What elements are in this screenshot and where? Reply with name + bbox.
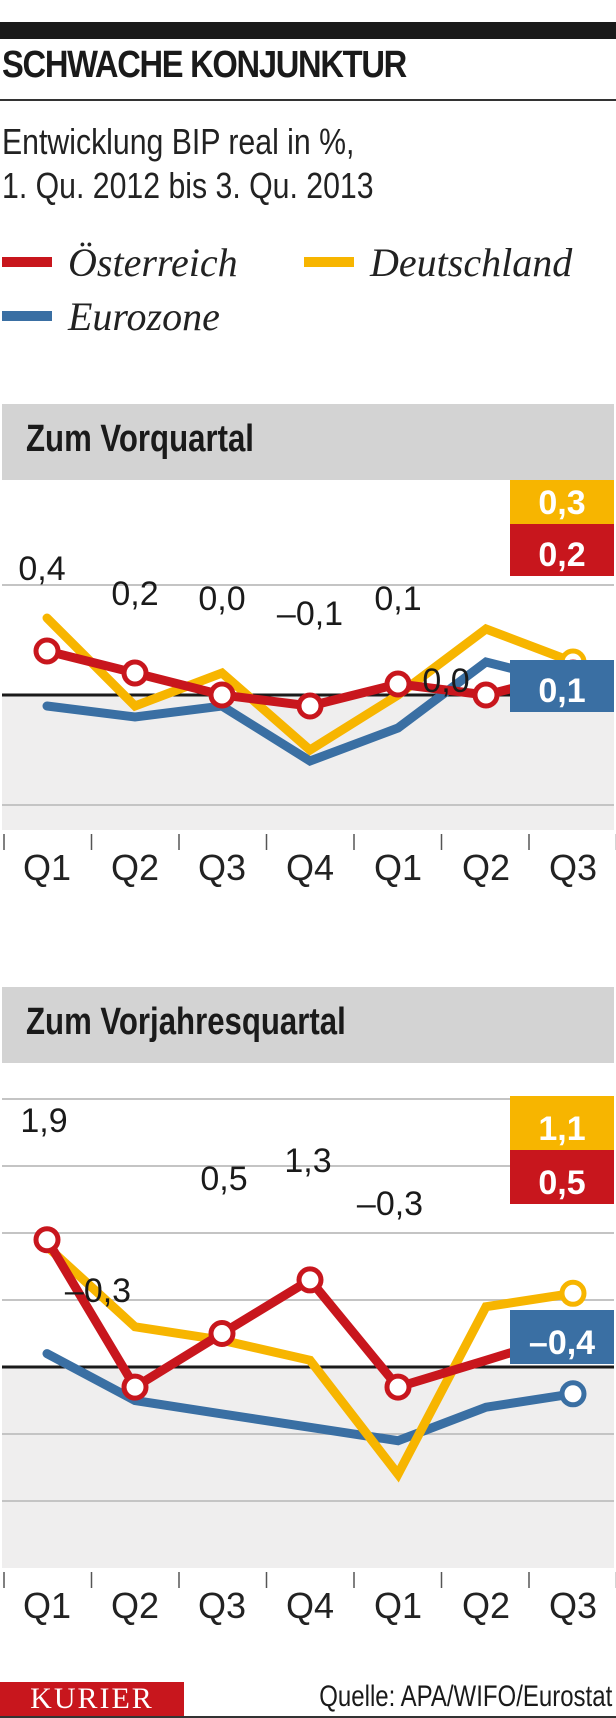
x-axis-label: Q2 — [462, 1585, 510, 1626]
end-label-box — [510, 1310, 614, 1364]
data-label: 1,3 — [284, 1142, 331, 1180]
end-label-value: 0,3 — [538, 484, 585, 522]
series-line-eurozone — [42, 657, 578, 766]
end-marker-eurozone — [559, 1380, 587, 1408]
footer-divider — [0, 1716, 616, 1718]
series-line-deutschland — [42, 613, 578, 756]
end-label-value: –0,4 — [529, 1324, 595, 1362]
kurier-logo: KURIER — [0, 1682, 184, 1716]
data-label: –0,3 — [357, 1185, 423, 1223]
source-note: Quelle: APA/WIFO/Eurostat — [319, 1680, 612, 1713]
data-point-oesterreich — [208, 1320, 236, 1347]
x-axis-label: Q3 — [549, 1585, 597, 1626]
legend-item-oesterreich: Österreich — [2, 239, 238, 285]
data-point-oesterreich — [296, 692, 324, 720]
chart-subtitle: Entwicklung BIP real in %, 1. Qu. 2012 b… — [2, 120, 374, 208]
chart-vorjahresquartal: 1,9 –0,3 0,5 1,3 –0,3 1,1 0,5 –0,4 Q1 Q2 Q3 Q4 Q1 Q2 Q… — [2, 1096, 616, 1626]
data-label: 0,4 — [18, 550, 65, 588]
data-label: 0,5 — [200, 1160, 247, 1198]
legend-swatch-deutschland — [304, 257, 354, 267]
end-label-box — [510, 660, 614, 712]
data-point-oesterreich — [121, 659, 149, 687]
data-label: –0,3 — [65, 1272, 131, 1310]
chart-title: SCHWACHE KONJUNKTUR — [2, 44, 407, 86]
data-point-oesterreich — [384, 1373, 412, 1401]
x-axis-label: Q3 — [549, 847, 597, 888]
x-axis-label: Q3 — [198, 1585, 246, 1626]
x-axis-label: Q1 — [374, 847, 422, 888]
series-line-deutschland — [42, 1241, 578, 1483]
section-title-vorjahresquartal: Zum Vorjahresquartal — [26, 1001, 346, 1043]
section-title-vorquartal: Zum Vorquartal — [26, 418, 254, 460]
end-marker-deutschland — [559, 1279, 587, 1307]
legend-label-oesterreich: Österreich — [68, 239, 238, 285]
subtitle-line-2: 1. Qu. 2012 bis 3. Qu. 2013 — [2, 165, 374, 206]
x-axis-label: Q2 — [462, 847, 510, 888]
data-label: 0,2 — [111, 575, 158, 613]
data-point-oesterreich — [296, 1266, 324, 1294]
end-label-value: 0,5 — [538, 1164, 585, 1202]
section-header-vorquartal: Zum Vorquartal — [2, 404, 614, 480]
end-label-value: 0,2 — [538, 536, 585, 574]
end-label-box — [510, 1096, 614, 1150]
top-rule — [0, 22, 616, 39]
x-axis-label: Q1 — [23, 847, 71, 888]
data-label: 0,0 — [422, 662, 469, 700]
legend-item-eurozone: Eurozone — [2, 293, 220, 339]
legend-label-deutschland: Deutschland — [370, 239, 573, 285]
x-axis-label: Q4 — [286, 847, 334, 888]
data-label: –0,1 — [277, 595, 343, 633]
data-point-oesterreich — [472, 681, 500, 709]
end-label-value: 0,1 — [538, 672, 585, 710]
x-axis-label: Q1 — [374, 1585, 422, 1626]
x-axis-label: Q2 — [111, 1585, 159, 1626]
data-label: 0,0 — [198, 580, 245, 618]
x-axis-label: Q3 — [198, 847, 246, 888]
legend-item-deutschland: Deutschland — [304, 239, 573, 285]
end-label-value: 1,1 — [538, 1110, 585, 1148]
chart-vorquartal: 0,4 0,2 0,0 –0,1 0,1 0,0 0,3 0,2 0,1 Q1 Q2 Q3 Q4 Q1 Q2… — [2, 480, 616, 888]
end-label-box — [510, 524, 614, 576]
subtitle-line-1: Entwicklung BIP real in %, — [2, 121, 355, 162]
data-point-oesterreich — [33, 1226, 61, 1254]
legend-label-eurozone: Eurozone — [68, 293, 220, 339]
end-label-box — [510, 1150, 614, 1204]
data-point-oesterreich — [33, 637, 61, 665]
legend-swatch-eurozone — [2, 311, 52, 321]
end-label-box — [510, 480, 614, 524]
data-point-oesterreich — [121, 1373, 149, 1401]
legend-swatch-oesterreich — [2, 257, 52, 267]
x-axis-label: Q4 — [286, 1585, 334, 1626]
x-axis-label: Q2 — [111, 847, 159, 888]
x-axis-label: Q1 — [23, 1585, 71, 1626]
data-point-oesterreich — [208, 681, 236, 709]
title-divider — [0, 99, 616, 101]
data-label: 0,1 — [374, 580, 421, 618]
data-label: 1,9 — [20, 1102, 67, 1140]
section-header-vorjahresquartal: Zum Vorjahresquartal — [2, 987, 614, 1063]
data-point-oesterreich — [384, 670, 412, 698]
